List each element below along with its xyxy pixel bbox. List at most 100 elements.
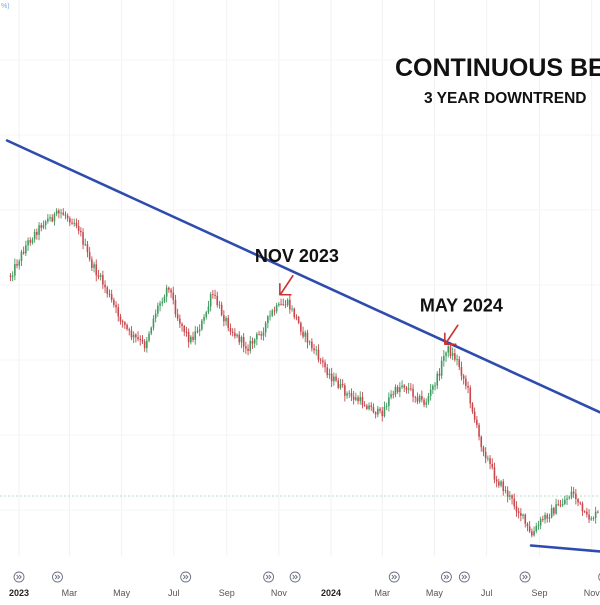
- candle-down: [381, 410, 384, 417]
- candle-down: [526, 523, 529, 527]
- candle-down: [511, 495, 513, 499]
- candle-up: [18, 261, 21, 266]
- candle-up: [401, 385, 403, 388]
- candle-down: [62, 212, 65, 215]
- candle-up: [537, 525, 540, 527]
- candle-down: [366, 405, 368, 409]
- candle-down: [183, 326, 186, 332]
- candle-down: [412, 388, 414, 397]
- candle-down: [460, 367, 463, 376]
- candle-down: [306, 332, 309, 343]
- candle-down: [482, 447, 485, 453]
- candle-up: [568, 497, 571, 499]
- candle-down: [179, 318, 181, 324]
- x-tick-label: 2024: [321, 588, 341, 598]
- candle-up: [339, 384, 342, 388]
- candle-down: [473, 411, 476, 420]
- event-marker-icon: [263, 571, 275, 583]
- candle-down: [95, 264, 98, 276]
- candle-up: [146, 340, 148, 349]
- candle-down: [374, 412, 377, 415]
- candle-down: [410, 388, 412, 390]
- candle-down: [467, 385, 469, 388]
- x-tick-label: May: [113, 588, 131, 598]
- candle-up: [253, 339, 256, 344]
- candle-down: [350, 393, 353, 397]
- candle-down: [124, 322, 126, 325]
- candle-down: [423, 399, 425, 405]
- candle-up: [159, 303, 161, 306]
- candle-down: [106, 287, 109, 294]
- candle-down: [212, 294, 214, 296]
- candle-down: [273, 310, 276, 312]
- candle-down: [317, 349, 320, 360]
- event-marker-chevrons: [522, 574, 528, 580]
- candle-down: [119, 316, 122, 322]
- candle-down: [88, 252, 91, 260]
- candle-down: [40, 225, 43, 228]
- candle-down: [322, 360, 324, 363]
- candle-up: [436, 373, 439, 386]
- candle-down: [597, 511, 599, 513]
- candle-down: [416, 397, 419, 402]
- candle-up: [594, 511, 597, 519]
- candle-down: [465, 378, 467, 386]
- candle-down: [223, 315, 225, 322]
- candle-down: [421, 396, 423, 400]
- candle-down: [495, 479, 498, 482]
- annotation-layer: NOV 2023 MAY 2024: [255, 246, 503, 346]
- candle-down: [438, 373, 441, 376]
- candle-down: [491, 463, 494, 468]
- candle-up: [308, 341, 311, 343]
- candle-down: [258, 333, 260, 335]
- candle-down: [297, 317, 300, 323]
- event-marker-icon: [289, 571, 301, 583]
- candle-up: [427, 395, 430, 403]
- candle-down: [29, 240, 32, 243]
- annotation-arrowhead: [279, 282, 292, 296]
- candle-down: [471, 403, 474, 412]
- candle-down: [528, 526, 531, 532]
- candle-down: [517, 511, 520, 513]
- candle-down: [476, 419, 478, 425]
- candle-up: [271, 310, 274, 316]
- candle-down: [370, 405, 373, 408]
- candle-down: [9, 275, 12, 277]
- candle-down: [330, 373, 333, 382]
- candle-up: [368, 405, 370, 409]
- candle-down: [484, 452, 487, 459]
- candle-up: [47, 218, 49, 222]
- candle-down: [110, 294, 113, 300]
- candle-down: [572, 491, 575, 494]
- candle-up: [451, 353, 454, 356]
- candle-down: [403, 385, 406, 388]
- corner-label: %): [1, 3, 10, 10]
- candle-up: [445, 352, 447, 357]
- event-marker-chevrons: [391, 574, 398, 580]
- support-line: [529, 544, 600, 553]
- candle-down: [216, 295, 219, 306]
- x-tick-label: Jul: [481, 588, 493, 598]
- candle-down: [357, 397, 359, 402]
- candle-up: [44, 221, 47, 226]
- candle-up: [390, 394, 392, 398]
- candle-down: [117, 307, 120, 317]
- event-marker-chevrons: [16, 574, 22, 580]
- candle-down: [245, 346, 247, 349]
- chart-subtitle: 3 YEAR DOWNTREND: [424, 90, 586, 107]
- candle-up: [407, 388, 410, 390]
- candle-down: [405, 387, 408, 390]
- candle-up: [456, 359, 458, 360]
- candle-up: [207, 306, 210, 313]
- candle-down: [115, 304, 117, 308]
- event-marker-icon: [52, 571, 63, 583]
- candle-down: [478, 424, 480, 437]
- candle-down: [311, 341, 313, 349]
- candle-up: [194, 331, 197, 340]
- candle-up: [286, 299, 289, 306]
- candle-down: [113, 299, 115, 305]
- candle-up: [148, 333, 150, 341]
- candle-down: [82, 232, 84, 245]
- candle-down: [553, 508, 555, 514]
- candle-down: [515, 506, 518, 512]
